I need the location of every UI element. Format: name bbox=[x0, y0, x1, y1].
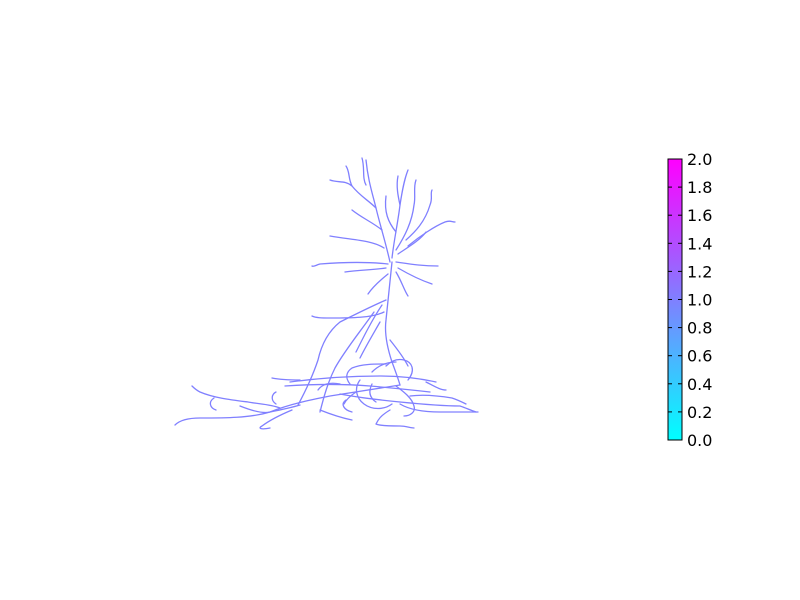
basal-top-1 bbox=[271, 377, 301, 381]
basal-horizontal-low bbox=[339, 393, 477, 413]
upper-branch-left-2 bbox=[344, 267, 387, 273]
colorbar-tick-label: 2.0 bbox=[687, 150, 712, 169]
upper-branch-right-1 bbox=[395, 261, 439, 267]
basal-horizontal-upper bbox=[289, 375, 437, 383]
colorbar-tick-label: 0.2 bbox=[687, 403, 712, 422]
apical-tuft-mid-2 bbox=[396, 175, 401, 206]
upper-branch-left-3 bbox=[367, 273, 389, 295]
apical-tuft-left-2 bbox=[329, 179, 377, 209]
upper-branch-right-3 bbox=[395, 271, 409, 297]
apical-tuft-right-3 bbox=[407, 220, 456, 247]
apical-tuft-left-6 bbox=[329, 235, 385, 249]
apical-tuft-right-2 bbox=[405, 189, 433, 241]
apical-tuft-left-4 bbox=[345, 165, 353, 187]
basal-right-5 bbox=[425, 381, 447, 391]
apical-tuft-left-5 bbox=[351, 209, 383, 231]
basal-left-3 bbox=[259, 409, 293, 430]
neuron-morphology bbox=[174, 157, 479, 430]
basal-loop-1 bbox=[355, 379, 393, 410]
colorbar-tick-label: 0.6 bbox=[687, 347, 712, 366]
basal-right-2 bbox=[399, 403, 479, 413]
basal-right-1 bbox=[409, 394, 467, 405]
apical-tuft-mid-1 bbox=[391, 169, 409, 259]
basal-left-1 bbox=[239, 404, 301, 414]
colorbar-ticks: 0.0 0.2 0.4 0.6 0.8 1.0 1.2 1.4 1.6 1.8 2.0 bbox=[668, 150, 712, 450]
apical-tuft-right-1 bbox=[395, 179, 417, 251]
colorbar-tick-label: 0.4 bbox=[687, 375, 712, 394]
basal-left-4 bbox=[319, 409, 353, 421]
basal-left-short-2 bbox=[342, 399, 353, 413]
colorbar-tick-label: 1.6 bbox=[687, 206, 712, 225]
colorbar-tick-label: 1.8 bbox=[687, 178, 712, 197]
colorbar-tick-label: 0.8 bbox=[687, 319, 712, 338]
basal-branch-up-1 bbox=[346, 363, 387, 385]
trunk-branch-right-1 bbox=[389, 339, 409, 367]
basal-left-2 bbox=[191, 385, 281, 409]
upper-branch-right-2 bbox=[397, 267, 433, 285]
trunk-branch-left-5 bbox=[359, 321, 381, 359]
basal-loop-3 bbox=[395, 385, 416, 417]
basal-left-short-3 bbox=[343, 391, 357, 405]
colorbar-tick-label: 1.0 bbox=[687, 291, 712, 310]
apical-tuft-right-4 bbox=[397, 231, 427, 255]
colorbar-tick-label: 1.2 bbox=[687, 262, 712, 281]
apical-tuft-mid-3 bbox=[384, 195, 397, 233]
colorbar-tick-label: 0.0 bbox=[687, 431, 712, 450]
basal-branch-up-2 bbox=[371, 361, 397, 373]
colorbar-tick-label: 1.4 bbox=[687, 234, 712, 253]
colorbar: 0.0 0.2 0.4 0.6 0.8 1.0 1.2 1.4 1.6 1.8 2.0 bbox=[667, 150, 712, 450]
upper-branch-left-1 bbox=[311, 261, 389, 267]
basal-left-short-1 bbox=[317, 382, 341, 391]
basal-left-5 bbox=[271, 391, 277, 405]
basal-left-6 bbox=[209, 397, 217, 411]
apical-tuft-left-3 bbox=[361, 157, 367, 186]
basal-loop-2 bbox=[369, 383, 377, 403]
main-trunk bbox=[384, 261, 401, 386]
trunk-branch-left-3 bbox=[355, 304, 383, 353]
basal-horizontal-mid bbox=[284, 383, 431, 393]
basal-right-3 bbox=[375, 409, 415, 429]
